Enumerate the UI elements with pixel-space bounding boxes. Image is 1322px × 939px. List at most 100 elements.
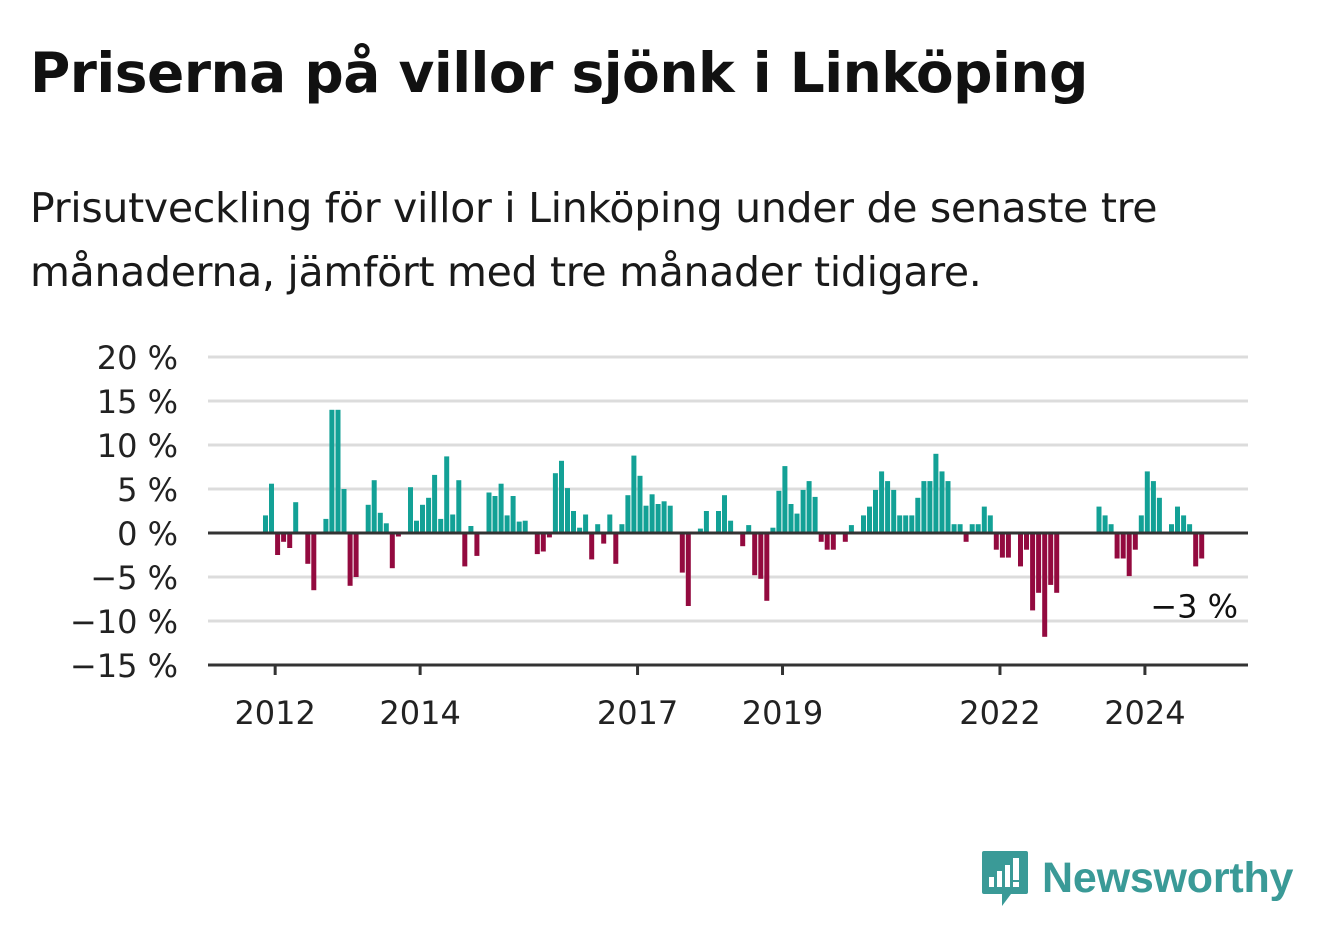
bar — [1150, 481, 1156, 533]
bar — [444, 456, 450, 533]
bar — [842, 533, 848, 542]
bar — [1169, 524, 1174, 533]
bar — [559, 460, 564, 533]
bar — [993, 533, 999, 550]
bar — [1036, 533, 1042, 593]
bar — [667, 505, 673, 533]
bar — [939, 471, 945, 533]
bar — [571, 511, 576, 533]
bar — [546, 533, 552, 538]
y-tick-label: −10 % — [70, 603, 178, 641]
bar — [408, 487, 413, 533]
bar — [697, 528, 703, 533]
bar — [740, 533, 746, 547]
bar — [577, 527, 583, 533]
gridlines — [208, 355, 1248, 623]
bar — [510, 496, 516, 533]
bar — [643, 505, 649, 533]
bar — [776, 490, 782, 533]
bar — [371, 480, 377, 533]
bar — [703, 511, 709, 533]
bar — [915, 497, 921, 533]
bar — [1108, 524, 1114, 533]
bar — [311, 533, 317, 591]
bar — [323, 518, 329, 533]
bar — [347, 533, 353, 586]
bar — [987, 515, 993, 533]
bar — [752, 533, 758, 576]
y-axis-labels: 20 % 15 % 10 % 5 % 0 % −5 % −10 % −15 % — [70, 339, 178, 685]
bar — [540, 533, 546, 552]
bar — [438, 518, 444, 533]
bar — [275, 533, 281, 555]
bar — [782, 466, 788, 533]
bar — [1156, 497, 1162, 533]
bar — [637, 475, 643, 533]
bar — [1193, 533, 1199, 567]
bar — [1132, 533, 1138, 550]
bar — [462, 533, 468, 567]
y-tick-label: −15 % — [70, 647, 178, 685]
bar — [1018, 533, 1023, 567]
bar — [486, 492, 492, 533]
x-tick-label: 2022 — [959, 694, 1040, 730]
bar — [728, 520, 734, 533]
bar — [305, 533, 311, 564]
y-tick-label: 5 % — [117, 471, 178, 509]
bar — [1181, 515, 1187, 533]
bar — [746, 525, 752, 533]
x-tick-label: 2017 — [597, 694, 678, 730]
bar — [1054, 533, 1060, 593]
bar — [534, 533, 540, 555]
bar — [625, 495, 631, 533]
bar — [601, 533, 607, 544]
bar — [589, 533, 595, 560]
bar — [824, 533, 830, 550]
y-tick-label: 0 % — [117, 515, 178, 553]
chart-subtitle: Prisutveckling för villor i Linköping un… — [30, 184, 1158, 296]
bar — [335, 409, 341, 533]
y-tick-label: −5 % — [90, 559, 178, 597]
bar — [365, 504, 371, 533]
bar — [1187, 524, 1193, 533]
bar — [661, 501, 667, 533]
bar — [595, 524, 601, 533]
bar — [758, 533, 764, 579]
bar — [456, 480, 462, 533]
latest-value-annotation: −3 % — [1150, 587, 1238, 625]
bar — [764, 533, 770, 601]
bar — [806, 481, 812, 533]
bar — [613, 533, 619, 564]
bar — [1144, 471, 1150, 533]
bar-series — [263, 409, 1205, 637]
x-tick-label: 2012 — [234, 694, 315, 730]
bar — [933, 453, 939, 533]
bar — [1005, 533, 1011, 558]
bar — [583, 514, 589, 533]
bar — [1120, 533, 1126, 559]
bar — [867, 506, 872, 533]
bar — [897, 515, 903, 533]
bar — [353, 533, 359, 577]
bar — [830, 533, 836, 550]
bar — [395, 533, 401, 537]
bar — [812, 496, 818, 533]
bar — [716, 511, 721, 533]
bar — [885, 481, 891, 533]
x-axis-ticks: 2012 2014 2017 2019 2022 2024 — [234, 665, 1186, 730]
bar — [263, 515, 268, 533]
bar — [879, 471, 885, 533]
bar — [341, 489, 347, 533]
bar — [655, 504, 661, 533]
bar — [389, 533, 395, 569]
bar — [522, 520, 528, 533]
bar — [770, 527, 776, 533]
bar — [861, 515, 866, 533]
y-tick-label: 20 % — [97, 339, 178, 377]
bar — [649, 494, 655, 533]
bar — [1096, 506, 1102, 533]
bar — [498, 483, 504, 533]
bar — [1114, 533, 1120, 559]
bar — [788, 504, 794, 533]
bar — [474, 533, 480, 556]
